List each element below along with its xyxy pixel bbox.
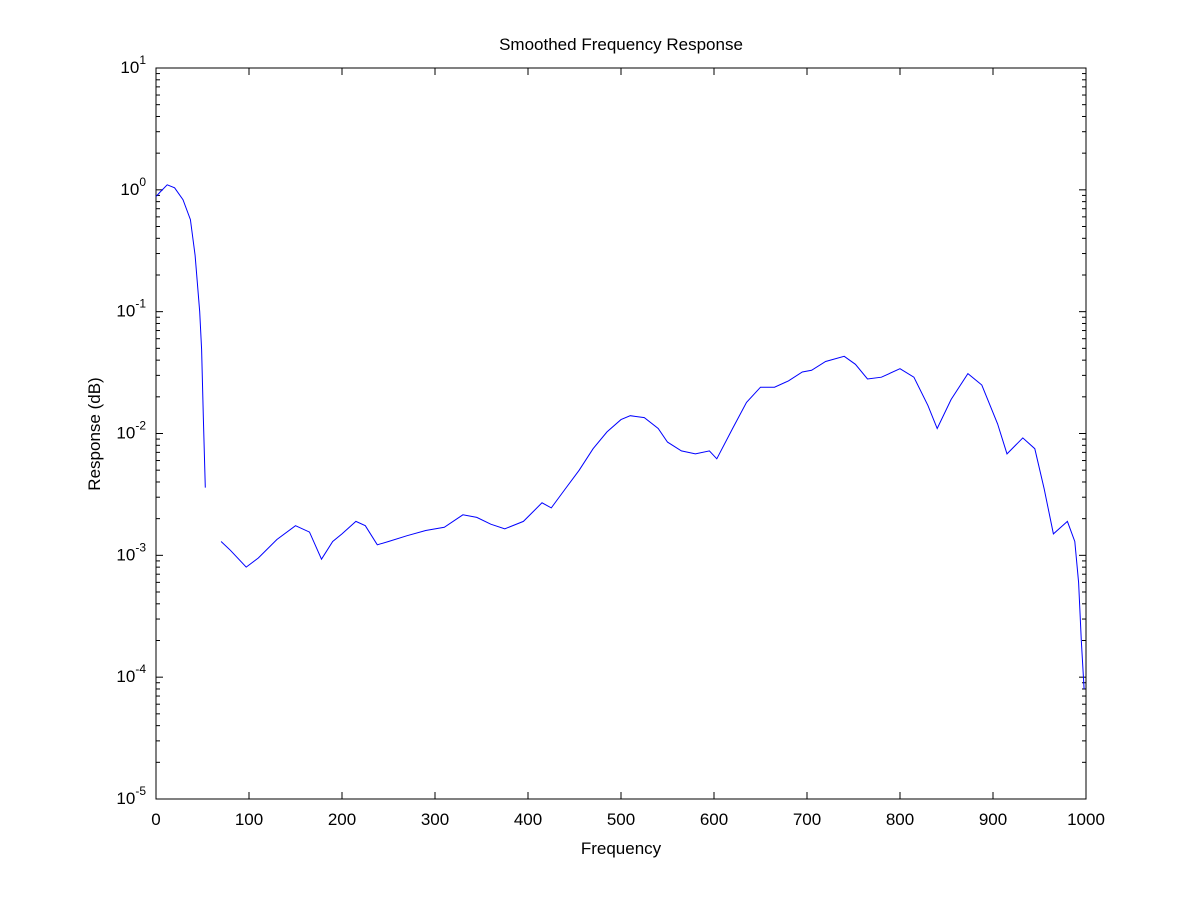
y-tick-label: 100 (120, 175, 146, 199)
y-tick-label: 10-2 (116, 419, 146, 443)
x-tick-label: 700 (793, 810, 821, 829)
x-tick-label: 200 (328, 810, 356, 829)
chart-title: Smoothed Frequency Response (499, 35, 743, 54)
response-line-segment-2 (220, 355, 1085, 690)
x-axis-label: Frequency (581, 839, 662, 858)
y-tick-label: 10-4 (116, 662, 146, 686)
response-line-segment-1 (155, 184, 206, 488)
x-tick-label: 0 (151, 810, 160, 829)
x-tick-label: 500 (607, 810, 635, 829)
y-axis-label: Response (dB) (85, 377, 104, 490)
x-tick-label: 800 (886, 810, 914, 829)
y-tick-label: 10-1 (116, 297, 146, 321)
plot-area (155, 67, 1087, 800)
y-tick-label: 101 (120, 53, 146, 77)
x-tick-label: 300 (421, 810, 449, 829)
x-tick-label: 400 (514, 810, 542, 829)
x-tick-label: 600 (700, 810, 728, 829)
y-tick-label: 10-3 (116, 540, 146, 564)
x-tick-label: 100 (235, 810, 263, 829)
x-tick-label: 900 (979, 810, 1007, 829)
y-tick-label: 10-5 (116, 784, 146, 808)
x-tick-label: 1000 (1067, 810, 1105, 829)
